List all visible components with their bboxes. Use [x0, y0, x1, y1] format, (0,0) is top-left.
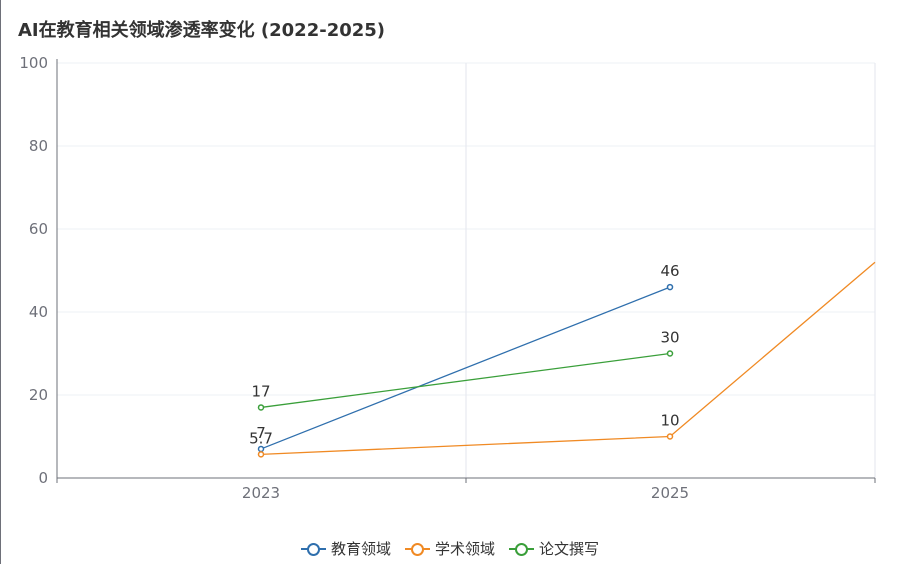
data-point	[257, 451, 265, 458]
data-label: 17	[251, 382, 270, 400]
y-tick-label-100: 100	[19, 54, 48, 72]
data-label: 10	[660, 412, 679, 430]
legend-marker-icon	[509, 542, 534, 556]
legend-marker-icon	[404, 542, 430, 556]
legend-label: 教育领域	[330, 540, 391, 558]
legend-label: 论文撰写	[539, 540, 600, 558]
data-point	[666, 350, 674, 357]
x-tick-label-2023: 2023	[242, 484, 280, 502]
series-1: 5.7 10	[249, 261, 876, 458]
legend-marker-icon	[300, 542, 326, 556]
y-tick-label-40: 40	[29, 303, 48, 321]
legend-item-1[interactable]: 学术领域	[404, 538, 495, 559]
y-tick-label-60: 60	[29, 220, 48, 238]
series-line-1	[260, 261, 876, 455]
x-tick-label-2025: 2025	[651, 484, 689, 502]
data-label: 5.7	[249, 429, 273, 447]
data-point	[257, 404, 265, 411]
series-line-2	[260, 352, 671, 409]
y-tick-label-0: 0	[38, 469, 48, 487]
series-line-0	[260, 286, 671, 450]
data-label: 7	[256, 424, 266, 442]
legend-item-2[interactable]: 论文撰写	[509, 538, 599, 559]
series-0: 7 46	[256, 262, 680, 453]
x-tick-labels: 2023 2025	[242, 484, 689, 502]
data-point	[666, 283, 674, 291]
legend-label: 学术领域	[434, 540, 495, 558]
y-tick-label-80: 80	[29, 137, 48, 155]
frame-border	[0, 0, 1, 564]
data-label: 46	[660, 262, 679, 280]
chart-title: AI在教育相关领域渗透率变化 (2022-2025)	[18, 20, 386, 41]
data-label: 30	[660, 329, 679, 347]
axes	[56, 59, 876, 483]
legend-item-0[interactable]: 教育领域	[300, 538, 391, 559]
legend: 教育领域 学术领域 论文撰写	[0, 538, 900, 559]
y-tick-labels: 0 20 40 60 80 100	[19, 54, 48, 487]
vertical-gridlines	[465, 63, 876, 478]
data-point	[666, 433, 674, 440]
y-tick-label-20: 20	[29, 386, 48, 404]
